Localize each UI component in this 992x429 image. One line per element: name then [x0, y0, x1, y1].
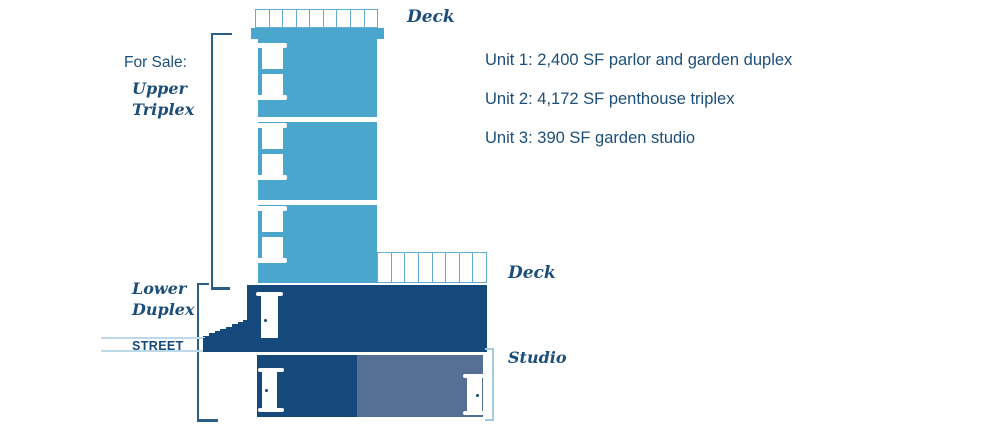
upper-triplex-bracket-bottom-tick	[211, 287, 230, 290]
window-3	[262, 211, 283, 258]
window-1	[262, 48, 283, 95]
railing-baluster-cell	[324, 10, 338, 27]
railing-baluster-cell	[283, 10, 297, 27]
floor-gap-1	[258, 117, 377, 122]
studio-bracket	[485, 348, 494, 421]
stoop-stairs	[203, 320, 249, 338]
stoop-step	[226, 327, 232, 338]
railing-baluster-cell	[405, 253, 419, 282]
lower-duplex-bracket-bottom-tick	[197, 419, 218, 422]
street-slab	[203, 338, 487, 352]
window-1-lintel	[253, 43, 287, 48]
railing-baluster-cell	[460, 253, 474, 282]
unit-2-description: Unit 2: 4,172 SF penthouse triplex	[485, 90, 735, 108]
garden-door-sill	[258, 408, 284, 412]
railing-baluster-cell	[270, 10, 284, 27]
lower-duplex-bracket	[197, 283, 209, 420]
stoop-step	[203, 336, 209, 338]
lower-duplex-label: Lower Duplex	[132, 278, 195, 320]
garden-door-lintel	[258, 368, 284, 372]
studio-door-sill	[463, 411, 488, 415]
window-2	[262, 128, 283, 175]
stoop-step	[214, 331, 221, 338]
upper-triplex-line2: Triplex	[132, 100, 195, 119]
upper-triplex-label: Upper Triplex	[132, 78, 194, 120]
window-2-mullion	[262, 149, 283, 154]
lower-duplex-line1: Lower	[132, 279, 187, 298]
railing-baluster-cell	[351, 10, 365, 27]
railing-baluster-cell	[310, 10, 324, 27]
window-1-mullion	[262, 69, 283, 74]
window-3-mullion	[262, 232, 283, 237]
railing-baluster-cell	[297, 10, 311, 27]
studio-label: Studio	[508, 348, 567, 367]
railing-baluster-cell	[378, 253, 392, 282]
upper-triplex-bracket	[211, 33, 232, 289]
window-3-lintel	[253, 206, 287, 211]
railing-baluster-cell	[419, 253, 433, 282]
parlor-door-lintel	[256, 292, 283, 296]
upper-triplex-line1: Upper	[132, 79, 187, 98]
garden-level-studio	[357, 355, 483, 417]
stoop-step	[243, 320, 249, 338]
for-sale-label: For Sale:	[124, 54, 187, 71]
garden-door	[262, 372, 277, 408]
railing-baluster-cell	[446, 253, 460, 282]
window-2-sill	[253, 175, 287, 180]
parlor-door	[261, 296, 278, 343]
window-3-sill	[253, 258, 287, 263]
railing-baluster-cell	[337, 10, 351, 27]
mid-deck-railing	[377, 252, 487, 283]
lower-duplex-line2: Duplex	[132, 300, 195, 319]
stoop-step	[237, 322, 244, 338]
parlor-floor	[247, 285, 487, 338]
unit-1-description: Unit 1: 2,400 SF parlor and garden duple…	[485, 51, 793, 69]
unit-list: Unit 1: 2,400 SF parlor and garden duple…	[485, 50, 792, 167]
street-line-bottom	[101, 350, 205, 352]
unit-3-description: Unit 3: 390 SF garden studio	[485, 129, 696, 147]
floor-gap-2	[258, 200, 377, 205]
railing-baluster-cell	[365, 10, 378, 27]
stoop-step	[231, 324, 238, 338]
railing-baluster-cell	[433, 253, 447, 282]
railing-baluster-cell	[473, 253, 486, 282]
stoop-step	[208, 333, 215, 338]
studio-door	[467, 378, 482, 411]
parapet	[251, 28, 384, 39]
street-line-top	[101, 337, 205, 339]
window-1-sill	[253, 95, 287, 100]
studio-door-lintel	[463, 374, 488, 378]
mid-deck-label: Deck	[508, 263, 556, 283]
railing-baluster-cell	[392, 253, 406, 282]
railing-baluster-cell	[256, 10, 270, 27]
roof-deck-railing	[255, 9, 378, 28]
roof-deck-label: Deck	[407, 7, 455, 27]
street-label: STREET	[132, 339, 184, 353]
window-2-lintel	[253, 123, 287, 128]
stoop-step	[220, 329, 226, 338]
